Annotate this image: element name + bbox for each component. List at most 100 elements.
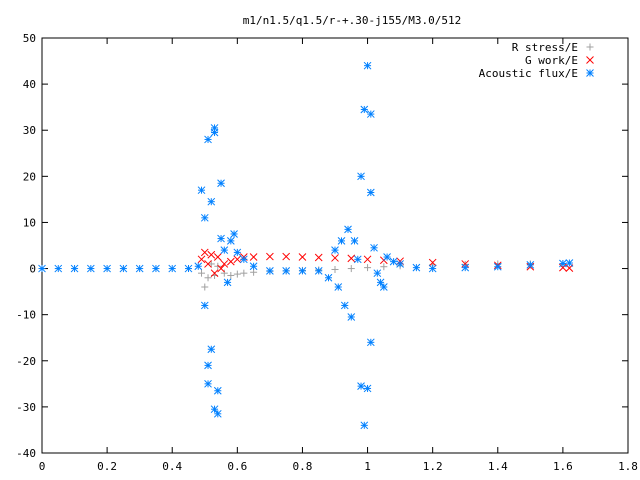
data-point [298,267,307,275]
data-point [240,269,248,277]
data-point [461,263,470,272]
x-tick-label: 0.8 [293,460,313,473]
series-acoustic-flux-e [38,61,574,430]
y-tick-label: -10 [16,309,36,322]
data-point [204,274,212,282]
y-tick-label: 0 [29,263,36,276]
data-point [353,255,362,264]
y-tick-label: 50 [23,32,36,45]
data-point [220,269,228,277]
data-point [249,253,258,261]
data-point [363,255,372,264]
data-point [198,269,206,277]
data-point [376,278,385,287]
data-point [360,105,369,114]
legend-marker [586,43,594,51]
data-point [204,361,212,370]
data-point [331,254,339,262]
data-point [226,257,235,266]
data-point [412,263,421,272]
chart-marks [38,61,574,430]
data-point [135,264,144,273]
data-point [526,261,535,269]
data-point [201,283,209,291]
data-point [366,338,375,347]
y-tick-label: 10 [23,216,36,229]
data-point [200,213,209,222]
data-point [282,267,291,275]
data-point [207,197,216,206]
data-point [197,255,206,264]
data-point [184,264,193,273]
data-point [314,253,323,262]
data-point [461,260,470,268]
y-tick-label: 20 [23,170,36,183]
data-point [347,254,356,263]
data-point [217,234,225,243]
data-point [70,264,79,273]
data-point [370,243,378,252]
data-point [54,264,63,273]
y-tick-label: 30 [23,124,36,137]
data-point [119,264,128,273]
y-tick-label: -30 [16,401,36,414]
chart-title: m1/n1.5/q1.5/r-+.30-j155/M3.0/512 [243,14,462,27]
data-point [200,248,209,257]
data-point [223,278,232,287]
data-point [103,264,111,273]
data-point [559,259,567,268]
data-point [428,258,437,267]
data-point [250,268,258,276]
data-point [282,252,291,261]
data-point [340,301,349,310]
data-point [204,260,212,268]
data-point [380,263,388,271]
data-point [207,250,216,259]
data-point [347,313,356,321]
data-point [217,264,225,273]
data-point [331,246,339,254]
data-point [324,273,333,282]
data-point [214,262,222,270]
data-point [383,253,391,261]
y-tick-label: -20 [16,355,36,368]
data-point [210,405,219,414]
data-point [207,260,215,268]
data-point [233,270,241,278]
x-tick-label: 1.6 [553,460,573,473]
legend-label: G work/E [525,54,578,67]
axes: 0 0.2 0.4 0.6 0.8 1 1.2 1.4 1.6 1.8 50 40 30 20 10 0 -10… [16,32,638,473]
data-point [366,188,375,197]
data-point [364,264,372,272]
data-point [357,382,365,390]
x-tick-label: 1 [364,460,371,473]
data-point [226,237,235,245]
data-point [204,135,212,144]
data-point [298,253,307,261]
data-point [357,172,365,181]
data-point [428,264,437,273]
data-point [227,271,235,279]
y-tick-label: -40 [16,447,36,460]
data-point [210,269,219,278]
data-point [314,267,323,275]
legend-label: R stress/E [512,41,578,54]
data-point [373,269,382,278]
data-point [220,246,229,254]
x-tick-label: 0.6 [227,460,247,473]
data-point [337,237,346,245]
plot-frame [41,37,629,454]
data-point [217,179,225,188]
legend-marker [586,69,594,77]
data-point [266,252,274,261]
data-point [200,301,209,310]
data-point [233,255,242,264]
x-tick-label: 0.4 [162,460,182,473]
data-point [213,253,222,261]
data-point [565,259,574,267]
data-point [363,384,372,393]
y-tick-label: 40 [23,78,36,91]
data-point [210,128,219,137]
